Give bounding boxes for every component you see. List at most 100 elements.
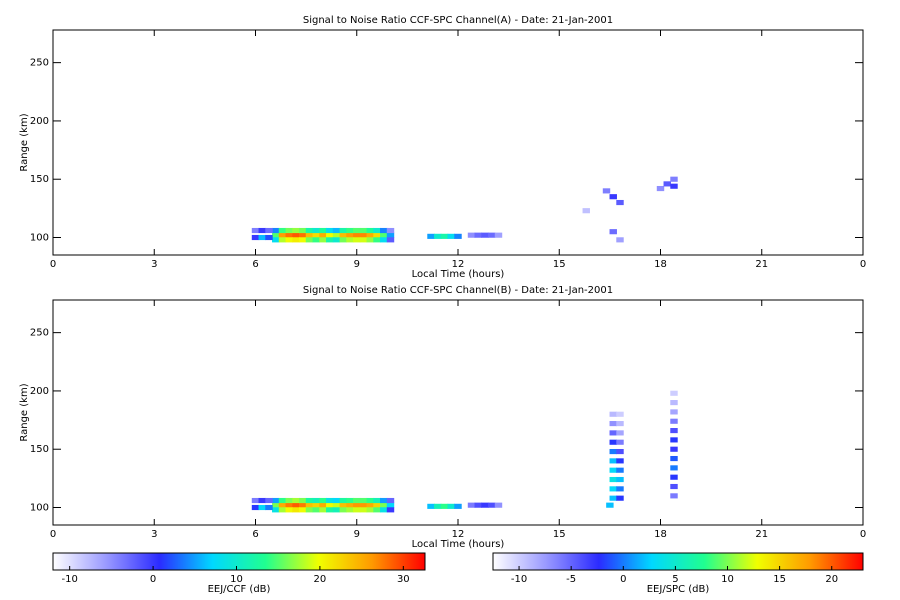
heat-cell xyxy=(346,227,354,234)
heat-cell xyxy=(494,502,503,508)
heat-cell xyxy=(373,507,381,513)
heat-cell xyxy=(339,507,347,513)
colorbar-tick-label: 20 xyxy=(825,574,838,585)
chart-title: Signal to Noise Ratio CCF-SPC Channel(B)… xyxy=(303,285,613,296)
heat-cell xyxy=(373,232,381,238)
heat-cell xyxy=(285,227,293,234)
heat-cell xyxy=(319,237,327,243)
heat-cell xyxy=(616,467,624,473)
heat-cell xyxy=(278,497,287,504)
x-tick-label: 21 xyxy=(755,529,768,540)
heat-cell xyxy=(386,497,395,504)
heat-cell xyxy=(278,502,287,508)
heat-cell xyxy=(670,455,678,462)
y-tick-label: 250 xyxy=(30,328,49,339)
heat-cell xyxy=(366,237,374,243)
heat-cell xyxy=(609,495,617,501)
x-tick-label: 18 xyxy=(654,529,667,540)
heat-cell xyxy=(312,507,320,513)
heat-cell xyxy=(353,237,361,243)
heat-cell xyxy=(670,483,678,490)
colorbar-tick-label: 30 xyxy=(397,574,410,585)
heat-cell xyxy=(380,237,388,243)
x-tick-label: 15 xyxy=(553,529,566,540)
heat-cell xyxy=(454,503,462,509)
y-axis-label: Range (km) xyxy=(19,383,30,441)
heat-cell xyxy=(467,232,476,238)
heat-cell xyxy=(488,502,496,508)
heat-cell xyxy=(305,507,314,513)
heat-cell xyxy=(339,232,347,238)
heat-cell xyxy=(481,232,489,238)
x-axis-label: Local Time (hours) xyxy=(412,269,505,280)
heat-cell xyxy=(285,497,293,504)
heat-cell xyxy=(366,507,374,513)
colorbar-tick-label: -10 xyxy=(511,574,527,585)
heat-cell xyxy=(258,227,266,234)
heat-cell xyxy=(606,502,614,508)
heat-cell xyxy=(609,439,617,445)
heat-cell xyxy=(670,428,678,434)
heat-cell xyxy=(670,493,678,499)
heat-cell xyxy=(670,176,678,182)
colorbar-tick-label: 0 xyxy=(150,574,156,585)
heat-cell xyxy=(386,227,395,234)
x-tick-label: 6 xyxy=(252,259,258,270)
heat-cell xyxy=(312,497,320,504)
heat-cell xyxy=(339,237,347,243)
heat-cell xyxy=(332,502,341,508)
heat-cell xyxy=(332,497,341,504)
heat-cell xyxy=(440,503,449,509)
heat-cell xyxy=(609,467,617,473)
x-tick-label: 12 xyxy=(452,259,465,270)
colorbar xyxy=(52,552,426,571)
heat-cell xyxy=(326,497,334,504)
heat-cell xyxy=(258,504,266,511)
heat-cell xyxy=(292,502,300,508)
heat-cell xyxy=(299,232,307,238)
colorbar-label: EEJ/CCF (dB) xyxy=(208,584,271,595)
heat-cell xyxy=(326,507,334,513)
heat-cell xyxy=(346,502,354,508)
heat-cell xyxy=(332,237,341,243)
heat-cell xyxy=(609,476,617,483)
heat-cell xyxy=(353,502,361,508)
y-tick-label: 200 xyxy=(30,386,49,397)
heat-cell xyxy=(359,497,368,504)
heat-cell xyxy=(346,507,354,513)
heat-cell xyxy=(616,486,624,492)
colorbar-tick-label: 5 xyxy=(672,574,678,585)
heat-cell xyxy=(312,502,320,508)
heat-cell xyxy=(326,237,334,243)
colorbar-tick-label: 10 xyxy=(721,574,734,585)
heat-cell xyxy=(359,237,368,243)
heat-cell xyxy=(305,232,314,238)
heat-cell xyxy=(339,497,347,504)
heat-cell xyxy=(258,497,266,504)
x-tick-label: 0 xyxy=(860,529,866,540)
heat-cell xyxy=(373,497,381,504)
heat-cell xyxy=(305,227,314,234)
x-tick-label: 3 xyxy=(151,529,157,540)
colorbar-tick-label: 0 xyxy=(620,574,626,585)
heat-cell xyxy=(265,227,273,234)
colorbar-tick-label: -10 xyxy=(62,574,78,585)
heat-cell xyxy=(285,507,293,513)
colorbar-tick-label: 15 xyxy=(773,574,786,585)
x-tick-label: 12 xyxy=(452,529,465,540)
heat-cell xyxy=(272,227,280,234)
heat-cell xyxy=(359,227,368,234)
heat-cell xyxy=(366,232,374,238)
heat-cell xyxy=(292,232,300,238)
heat-cell xyxy=(346,237,354,243)
heat-cell xyxy=(305,502,314,508)
heat-cell xyxy=(305,497,314,504)
heat-cell xyxy=(616,430,624,436)
heat-cell xyxy=(366,497,374,504)
heat-cell xyxy=(332,227,341,234)
heat-cell xyxy=(353,227,361,234)
heat-cell xyxy=(258,234,266,241)
heat-cell xyxy=(609,421,617,427)
heat-cell xyxy=(319,232,327,238)
